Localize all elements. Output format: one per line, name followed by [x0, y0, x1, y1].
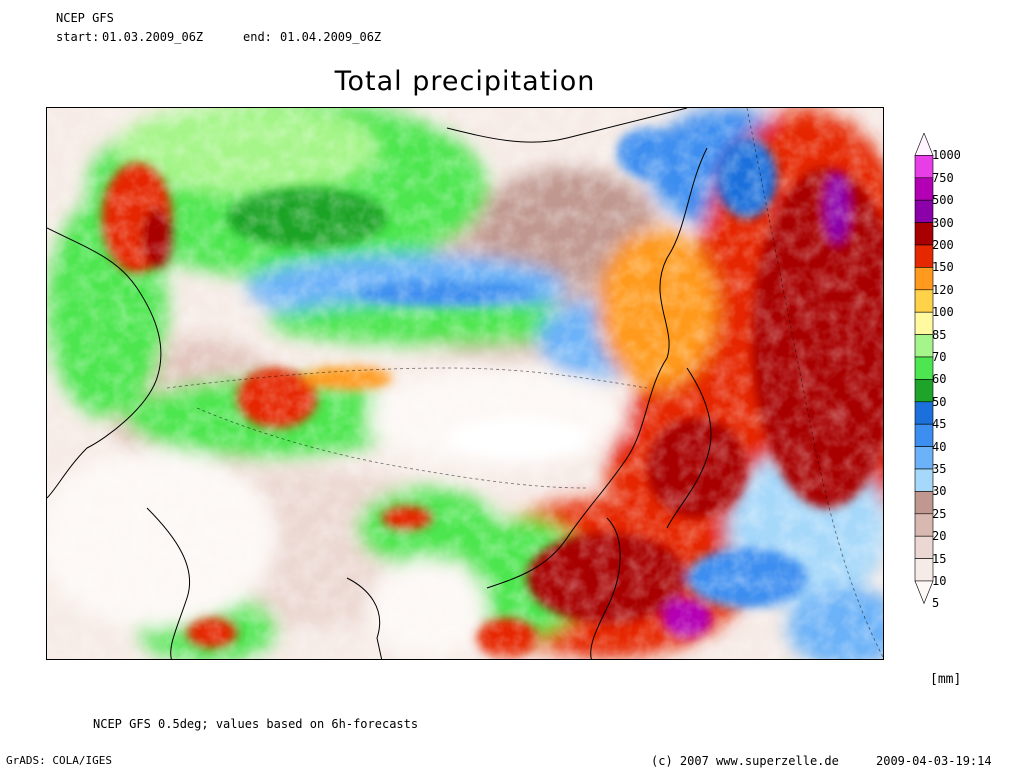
- timestamp: 2009-04-03-19:14: [876, 754, 992, 768]
- legend-label-500: 500: [932, 193, 954, 208]
- coastlines: [47, 108, 712, 659]
- legend-swatch-500: [914, 177, 934, 201]
- end-value: 01.04.2009_06Z: [280, 30, 382, 44]
- legend-label-40: 40: [932, 439, 947, 454]
- legend-swatch-60: [914, 356, 934, 380]
- texture-overlay: [47, 108, 883, 659]
- legend-swatch-5: [914, 580, 934, 605]
- start-label: start:: [56, 30, 100, 44]
- legend-swatch-30: [914, 468, 934, 492]
- legend-label-35: 35: [932, 462, 947, 476]
- legend-color-bars: [914, 133, 934, 605]
- legend-label-150: 150: [932, 260, 954, 275]
- legend-label-45: 45: [932, 417, 947, 432]
- legend-swatch-45: [914, 401, 934, 425]
- legend-swatch-50: [914, 379, 934, 403]
- legend-swatch-20: [914, 513, 934, 537]
- legend-label-5: 5: [932, 596, 940, 611]
- precipitation-legend: [914, 133, 934, 605]
- legend-swatch-85: [914, 311, 934, 335]
- legend-swatch-120: [914, 267, 934, 291]
- legend-swatch-200: [914, 222, 934, 246]
- legend-swatch-750: [914, 155, 934, 179]
- end-label: end:: [243, 30, 272, 44]
- legend-label-10: 10: [932, 574, 947, 588]
- legend-swatch-25: [914, 491, 934, 515]
- legend-label-15: 15: [932, 551, 947, 566]
- unit-label: [mm]: [930, 672, 962, 687]
- legend-label-300: 300: [932, 215, 954, 230]
- start-value: 01.03.2009_06Z: [102, 30, 204, 44]
- legend-swatch-70: [914, 334, 934, 358]
- legend-label-30: 30: [932, 484, 947, 499]
- model-name: NCEP GFS: [56, 11, 114, 25]
- legend-swatch-35: [914, 446, 934, 470]
- legend-label-120: 120: [932, 282, 954, 297]
- legend-swatch-300: [914, 199, 934, 223]
- legend-label-100: 100: [932, 305, 954, 320]
- legend-label-70: 70: [932, 350, 947, 364]
- legend-label-25: 25: [932, 506, 947, 521]
- legend-swatch-150: [914, 244, 934, 268]
- legend-swatch-100: [914, 289, 934, 313]
- legend-label-50: 50: [932, 394, 947, 409]
- precipitation-field: [47, 108, 883, 659]
- legend-label-60: 60: [932, 372, 947, 387]
- country-borders: [166, 108, 883, 658]
- legend-label-1000: 1000: [932, 148, 961, 163]
- legend-swatch-40: [914, 423, 934, 447]
- legend-label-200: 200: [932, 238, 954, 252]
- legend-label-85: 85: [932, 327, 947, 342]
- precipitation-map: [46, 107, 884, 660]
- legend-label-20: 20: [932, 529, 947, 544]
- legend-swatch-15: [914, 535, 934, 559]
- copyright: (c) 2007 www.superzelle.de: [651, 754, 839, 768]
- legend-swatch-1000: [914, 133, 934, 156]
- legend-swatch-10: [914, 558, 934, 582]
- grads-credit: GrADS: COLA/IGES: [6, 754, 112, 767]
- model-note: NCEP GFS 0.5deg; values based on 6h-fore…: [93, 717, 419, 731]
- legend-label-750: 750: [932, 170, 954, 185]
- map-title: Total precipitation: [334, 66, 596, 97]
